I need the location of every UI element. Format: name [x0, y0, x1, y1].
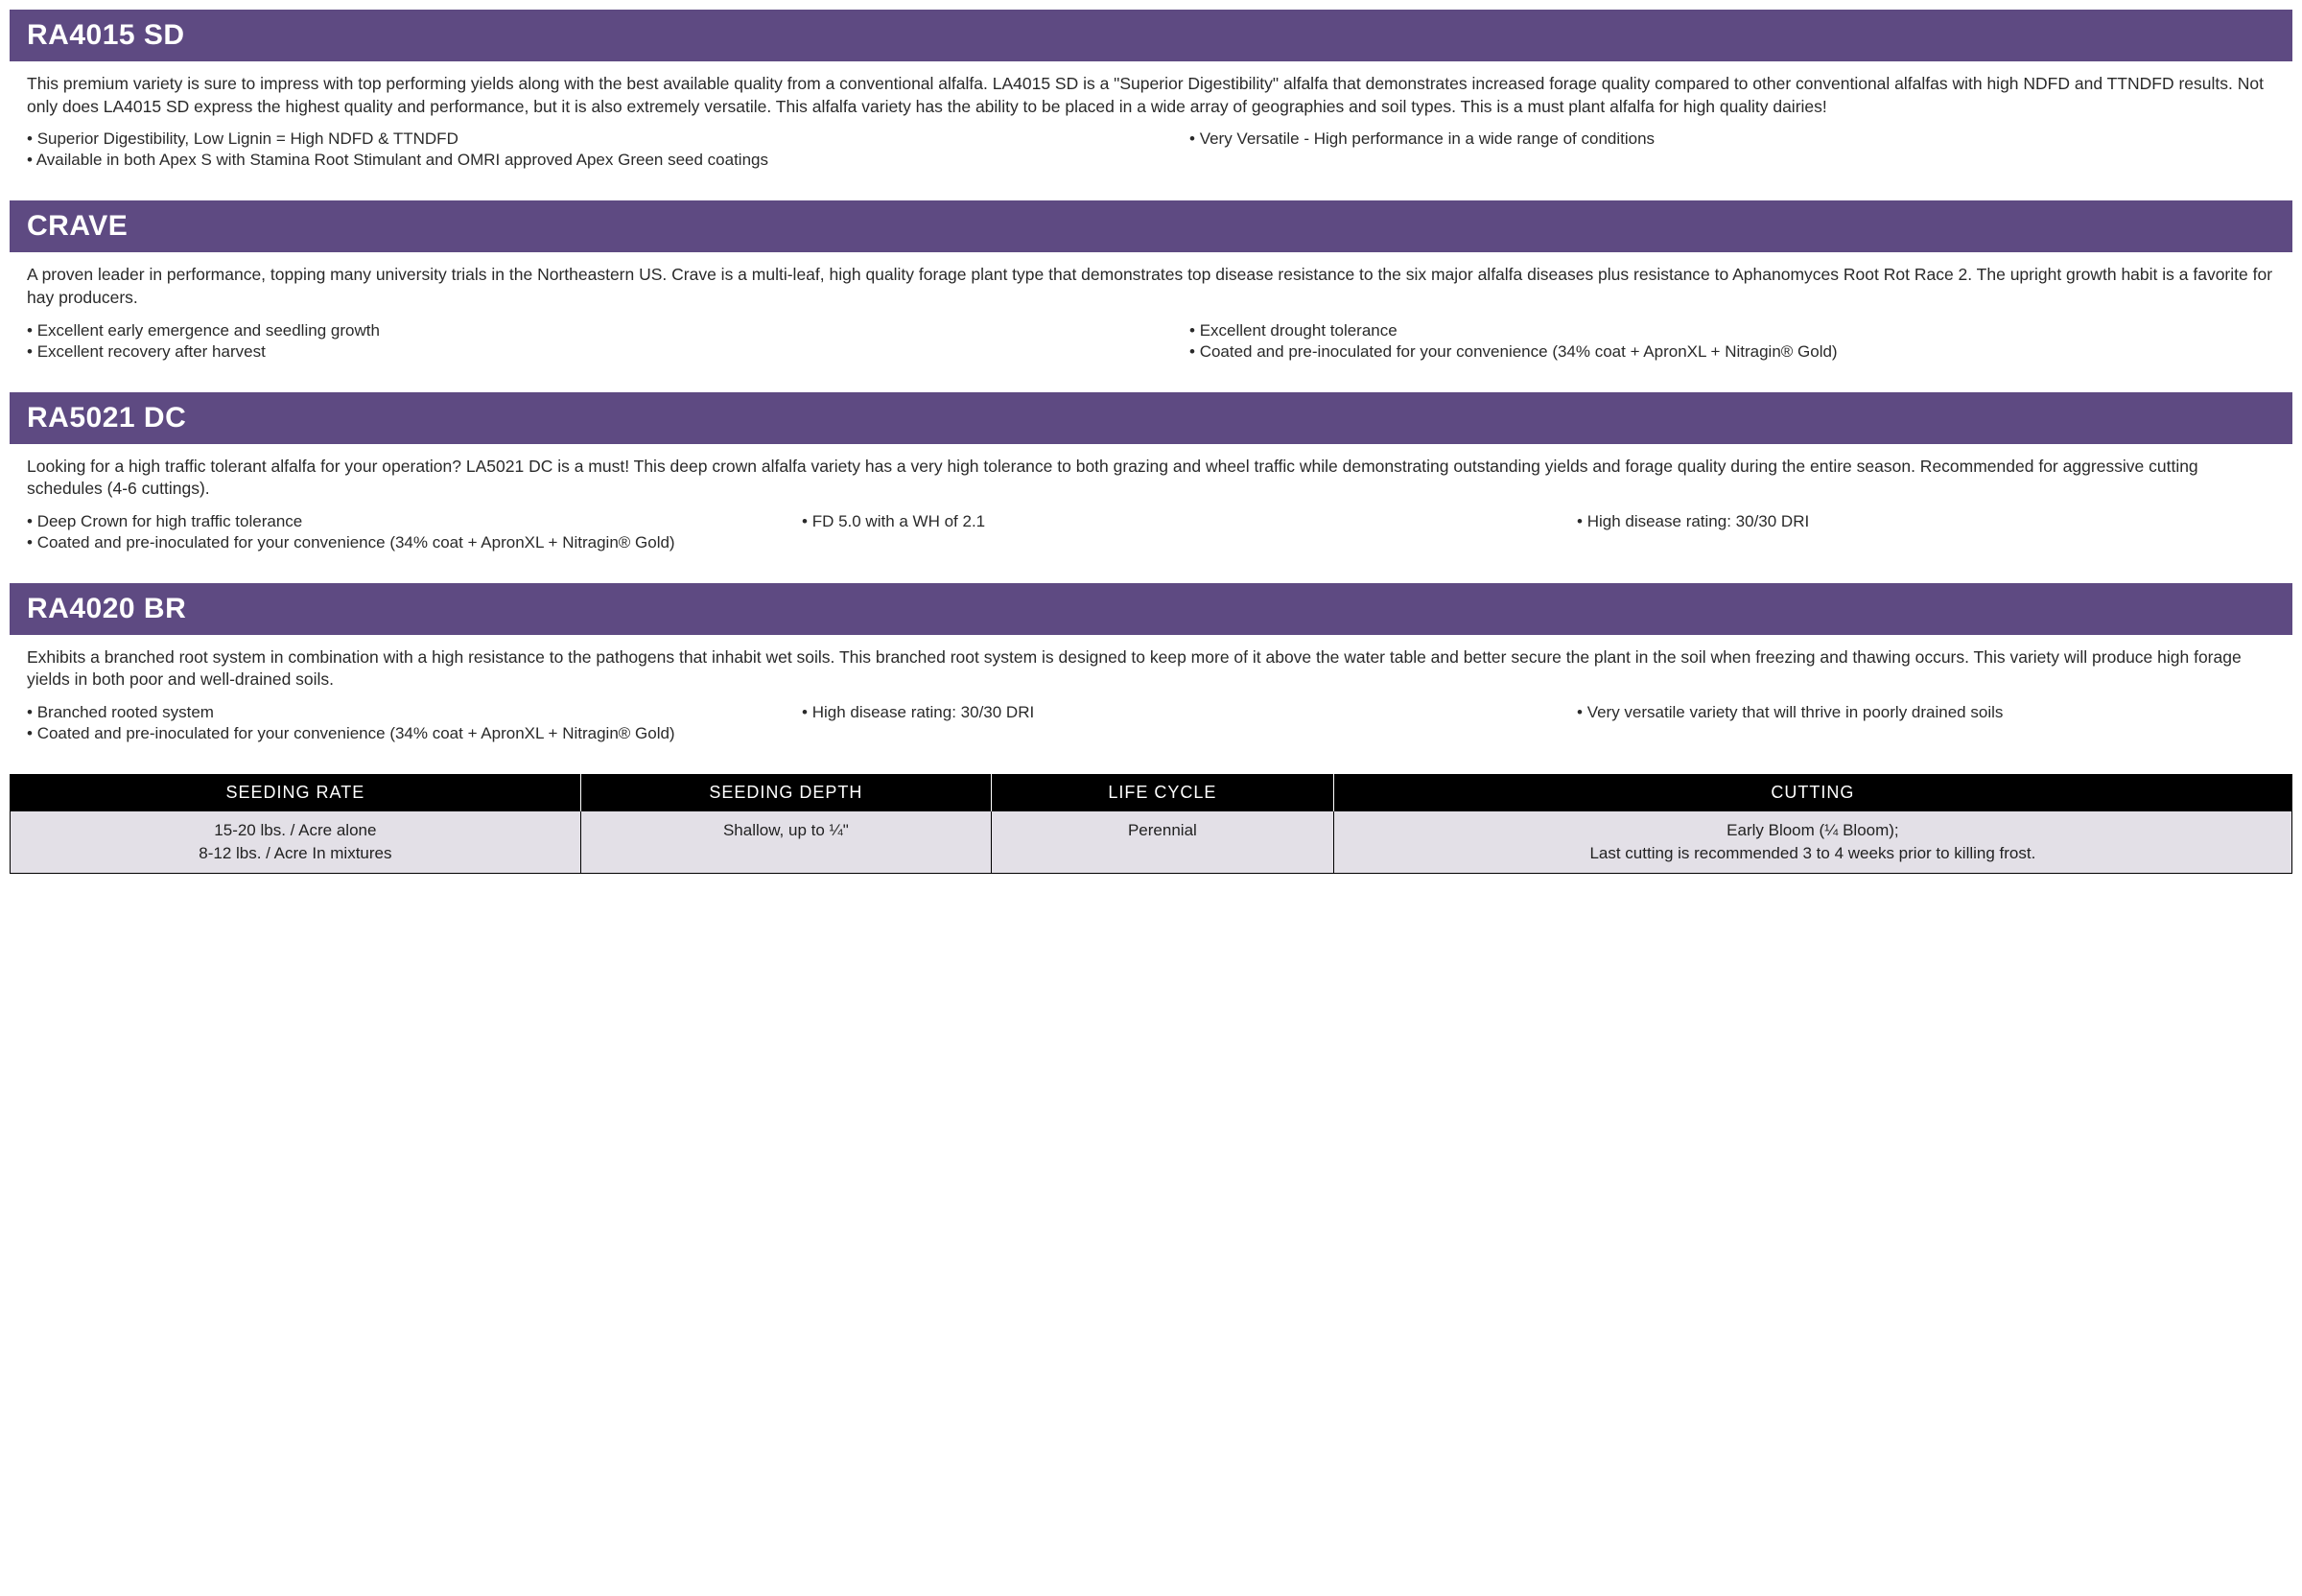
spec-cell: Early Bloom (¼ Bloom);Last cutting is re…	[1333, 811, 2291, 874]
variety-bullets: Deep Crown for high traffic tolerance Coa…	[10, 508, 2292, 562]
variety-bullets: Excellent early emergence and seedling g…	[10, 317, 2292, 371]
spec-col-header: SEEDING DEPTH	[580, 775, 991, 811]
bullet-item: Branched rooted system	[27, 703, 725, 722]
bullet-item: Deep Crown for high traffic tolerance	[27, 512, 725, 531]
variety-block: RA5021 DCLooking for a high traffic tole…	[10, 392, 2292, 562]
spec-cell: Perennial	[991, 811, 1333, 874]
variety-block: RA4020 BRExhibits a branched root system…	[10, 583, 2292, 753]
variety-description: Exhibits a branched root system in combi…	[10, 635, 2292, 699]
bullet-item: Very versatile variety that will thrive …	[1577, 703, 2275, 722]
bullet-item: Very Versatile - High performance in a w…	[1189, 129, 2275, 149]
spec-col-header: CUTTING	[1333, 775, 2291, 811]
spec-cell: Shallow, up to ¼"	[580, 811, 991, 874]
bullet-item: FD 5.0 with a WH of 2.1	[802, 512, 1500, 531]
spec-col-header: SEEDING RATE	[11, 775, 581, 811]
variety-description: Looking for a high traffic tolerant alfa…	[10, 444, 2292, 508]
bullet-item: Excellent recovery after harvest	[27, 342, 1113, 362]
variety-header: RA4015 SD	[10, 10, 2292, 61]
spec-cell: 15-20 lbs. / Acre alone8-12 lbs. / Acre …	[11, 811, 581, 874]
bullet-item: Coated and pre-inoculated for your conve…	[27, 533, 725, 552]
variety-header: RA5021 DC	[10, 392, 2292, 444]
variety-block: CRAVEA proven leader in performance, top…	[10, 200, 2292, 370]
variety-block: RA4015 SDThis premium variety is sure to…	[10, 10, 2292, 179]
spec-col-header: LIFE CYCLE	[991, 775, 1333, 811]
bullet-item: High disease rating: 30/30 DRI	[802, 703, 1500, 722]
bullet-item: Excellent early emergence and seedling g…	[27, 321, 1113, 340]
variety-bullets: Branched rooted system Coated and pre-ino…	[10, 699, 2292, 753]
variety-header: RA4020 BR	[10, 583, 2292, 635]
bullet-item: High disease rating: 30/30 DRI	[1577, 512, 2275, 531]
bullet-item: Superior Digestibility, Low Lignin = Hig…	[27, 129, 1113, 149]
variety-description: This premium variety is sure to impress …	[10, 61, 2292, 126]
bullet-item: Available in both Apex S with Stamina Ro…	[27, 151, 1113, 170]
variety-bullets: Superior Digestibility, Low Lignin = Hig…	[10, 126, 2292, 179]
bullet-item: Excellent drought tolerance	[1189, 321, 2275, 340]
bullet-item: Coated and pre-inoculated for your conve…	[1189, 342, 2275, 362]
spec-table: SEEDING RATESEEDING DEPTHLIFE CYCLECUTTI…	[10, 774, 2292, 874]
variety-header: CRAVE	[10, 200, 2292, 252]
bullet-item: Coated and pre-inoculated for your conve…	[27, 724, 725, 743]
variety-description: A proven leader in performance, topping …	[10, 252, 2292, 317]
